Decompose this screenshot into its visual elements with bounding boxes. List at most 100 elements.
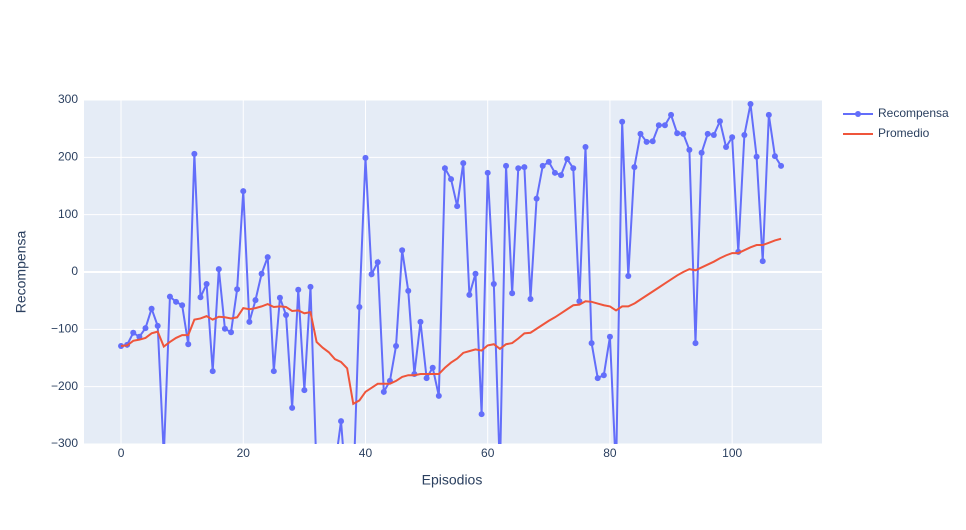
point bbox=[301, 387, 308, 394]
legend: Recompensa Promedio bbox=[843, 106, 949, 140]
point bbox=[179, 302, 186, 309]
point bbox=[399, 247, 406, 254]
point bbox=[588, 340, 595, 347]
y-tick-label: −100 bbox=[51, 322, 78, 336]
point bbox=[668, 111, 675, 118]
point bbox=[393, 342, 400, 349]
x-axis-title: Episodios bbox=[422, 472, 483, 488]
point bbox=[173, 298, 180, 305]
point bbox=[423, 375, 430, 382]
point bbox=[154, 322, 161, 329]
point bbox=[490, 281, 497, 288]
point bbox=[484, 169, 491, 176]
point bbox=[716, 118, 723, 125]
point bbox=[314, 470, 320, 476]
legend-label: Promedio bbox=[878, 126, 930, 140]
point bbox=[558, 172, 565, 179]
x-tick-label: 40 bbox=[359, 446, 373, 460]
x-tick-label: 80 bbox=[603, 446, 617, 460]
point bbox=[460, 160, 467, 167]
point bbox=[582, 144, 589, 151]
point bbox=[344, 498, 350, 504]
marks bbox=[118, 101, 785, 504]
point bbox=[320, 487, 326, 493]
point bbox=[698, 149, 705, 156]
point bbox=[747, 101, 754, 108]
point bbox=[417, 318, 424, 325]
point bbox=[545, 158, 552, 165]
point bbox=[161, 452, 167, 458]
point bbox=[710, 131, 717, 138]
point bbox=[368, 271, 375, 278]
point bbox=[771, 153, 778, 160]
point bbox=[619, 118, 626, 125]
point bbox=[741, 131, 748, 138]
point bbox=[778, 162, 785, 169]
point bbox=[539, 162, 546, 169]
point bbox=[661, 122, 668, 129]
y-tick-label: −200 bbox=[51, 379, 78, 393]
point bbox=[753, 153, 760, 160]
point bbox=[185, 341, 192, 348]
legend-label: Recompensa bbox=[878, 106, 949, 120]
point bbox=[472, 270, 479, 277]
point bbox=[606, 333, 613, 340]
point bbox=[509, 290, 516, 297]
point bbox=[637, 130, 644, 137]
point bbox=[142, 325, 149, 332]
point bbox=[435, 392, 442, 399]
point bbox=[759, 258, 766, 265]
point bbox=[283, 312, 290, 318]
point bbox=[264, 254, 271, 261]
point bbox=[515, 165, 522, 172]
point bbox=[332, 464, 338, 470]
point bbox=[551, 169, 558, 176]
point bbox=[276, 294, 283, 301]
y-tick-label: 100 bbox=[58, 207, 78, 221]
point bbox=[228, 329, 235, 336]
point bbox=[680, 130, 687, 137]
point bbox=[362, 154, 369, 161]
point bbox=[613, 470, 619, 476]
point bbox=[405, 287, 412, 294]
point bbox=[570, 165, 577, 172]
y-axis-title: Recompensa bbox=[13, 231, 29, 314]
point bbox=[191, 150, 198, 157]
point bbox=[674, 130, 681, 137]
x-tick-label: 20 bbox=[237, 446, 251, 460]
labels: 0 20 40 60 80 100 −300 −200 −100 0 100 200 300 bbox=[51, 92, 743, 460]
x-tick-label: 60 bbox=[481, 446, 495, 460]
point bbox=[704, 130, 711, 137]
point bbox=[649, 138, 656, 145]
point bbox=[448, 176, 455, 183]
y-tick-label: 200 bbox=[58, 150, 78, 164]
point bbox=[631, 164, 638, 171]
point bbox=[380, 388, 387, 395]
legend-marker bbox=[855, 111, 861, 117]
point bbox=[655, 122, 662, 129]
point bbox=[533, 195, 540, 202]
point bbox=[454, 203, 461, 210]
point bbox=[625, 273, 632, 280]
point bbox=[258, 270, 265, 277]
point bbox=[478, 411, 485, 418]
point bbox=[466, 291, 473, 298]
point bbox=[326, 475, 332, 481]
point bbox=[246, 318, 253, 325]
x-tick-label: 0 bbox=[118, 446, 125, 460]
point bbox=[166, 293, 173, 300]
point bbox=[252, 297, 259, 304]
point bbox=[729, 134, 736, 141]
point bbox=[234, 286, 241, 293]
point bbox=[723, 144, 730, 151]
point bbox=[765, 111, 772, 118]
point bbox=[497, 470, 503, 476]
point bbox=[240, 188, 247, 195]
point bbox=[692, 340, 699, 347]
point bbox=[374, 259, 381, 266]
point bbox=[686, 146, 693, 153]
point bbox=[643, 138, 650, 145]
point bbox=[441, 165, 448, 172]
point bbox=[503, 162, 510, 169]
